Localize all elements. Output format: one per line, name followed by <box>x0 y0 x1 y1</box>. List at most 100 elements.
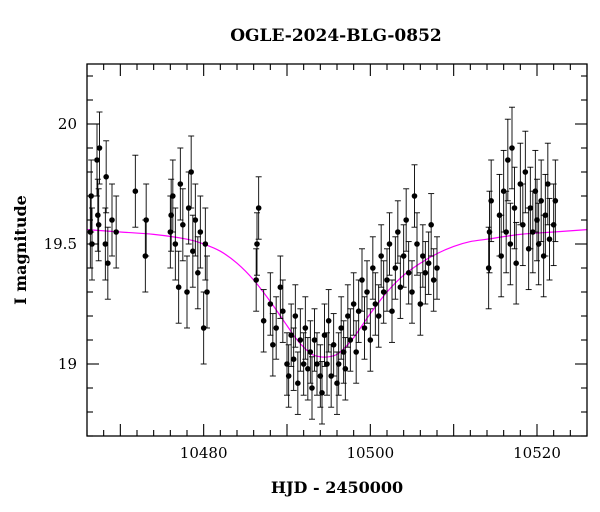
data-point <box>285 373 292 379</box>
data-point <box>414 241 420 247</box>
data-point <box>109 217 115 223</box>
data-point <box>290 356 297 363</box>
data-point <box>527 205 534 211</box>
data-point <box>200 325 207 331</box>
data-point <box>180 222 186 228</box>
axis-ticks: 10480 10500 10520 19 19.5 20 <box>44 64 588 462</box>
y-tick-label: 19.5 <box>44 235 77 253</box>
data-point <box>305 366 311 372</box>
data-point <box>542 212 549 218</box>
data-point <box>197 229 204 235</box>
data-point <box>132 188 139 194</box>
data-point <box>204 289 210 295</box>
data-point <box>253 277 259 283</box>
data-point <box>254 241 260 247</box>
data-point <box>375 313 382 319</box>
data-point <box>370 265 376 271</box>
data-point <box>202 241 209 247</box>
data-point <box>552 198 559 204</box>
data-point <box>428 222 434 228</box>
data-point <box>192 217 199 223</box>
plot-area <box>87 106 587 425</box>
data-point <box>297 337 304 343</box>
data-point <box>300 361 307 367</box>
data-point <box>309 385 315 391</box>
data-point <box>409 289 415 295</box>
data-point <box>335 361 342 367</box>
chart-title: OGLE-2024-BLG-0852 <box>230 26 442 46</box>
data-point <box>342 366 349 372</box>
data-point <box>392 265 399 271</box>
data-point <box>420 253 426 259</box>
data-point <box>307 349 314 355</box>
data-point <box>143 217 149 223</box>
x-tick-label: 10480 <box>180 444 228 462</box>
data-series-3 <box>485 106 559 310</box>
y-tick-label: 19 <box>58 355 77 373</box>
data-point <box>422 270 429 276</box>
data-point <box>260 318 267 324</box>
data-point <box>513 260 519 267</box>
data-point <box>485 265 492 271</box>
data-point <box>330 342 337 348</box>
data-point <box>255 205 262 211</box>
data-point <box>170 193 176 199</box>
data-point <box>367 337 374 343</box>
data-point <box>425 260 432 267</box>
data-point <box>95 222 102 228</box>
data-point <box>277 284 284 291</box>
data-point <box>361 325 368 331</box>
data-point <box>345 313 351 319</box>
model-curve <box>87 229 587 358</box>
data-point <box>522 169 529 175</box>
data-point <box>507 241 514 247</box>
data-point <box>511 205 518 211</box>
data-point <box>267 301 274 307</box>
data-point <box>292 313 299 319</box>
data-point <box>302 325 309 331</box>
data-point <box>538 198 544 204</box>
data-point <box>311 337 318 343</box>
data-point <box>384 277 390 283</box>
y-axis-label: I magnitude <box>11 195 30 305</box>
data-point <box>188 169 194 175</box>
data-point <box>403 217 409 223</box>
data-point <box>175 284 182 291</box>
data-point <box>389 308 395 315</box>
data-point <box>509 145 515 151</box>
x-axis-label: HJD - 2450000 <box>271 478 403 497</box>
data-point <box>395 229 401 235</box>
data-point <box>417 301 424 307</box>
y-tick-label: 20 <box>58 115 77 133</box>
data-point <box>378 253 384 259</box>
data-point <box>177 181 184 187</box>
data-point <box>270 342 276 348</box>
x-tick-label: 10520 <box>513 444 561 462</box>
data-point <box>405 270 412 276</box>
data-point <box>94 157 100 163</box>
data-point <box>434 265 440 271</box>
data-point <box>488 198 494 204</box>
data-point <box>338 325 344 331</box>
data-point <box>102 241 109 247</box>
data-point <box>105 260 111 267</box>
data-point <box>95 212 101 218</box>
data-point <box>359 277 365 283</box>
data-point <box>113 229 119 235</box>
x-tick-label: 10500 <box>346 444 394 462</box>
data-point <box>397 284 404 291</box>
data-point <box>386 241 393 247</box>
data-point <box>184 289 190 295</box>
data-point <box>347 337 354 343</box>
data-point <box>172 241 179 247</box>
data-point <box>430 277 437 283</box>
data-point <box>96 145 103 151</box>
data-point <box>325 318 332 324</box>
data-point <box>353 349 359 355</box>
data-point <box>273 325 279 331</box>
data-point <box>103 174 109 180</box>
data-point <box>319 390 325 396</box>
data-series-1 <box>87 111 210 365</box>
data-point <box>380 289 387 295</box>
